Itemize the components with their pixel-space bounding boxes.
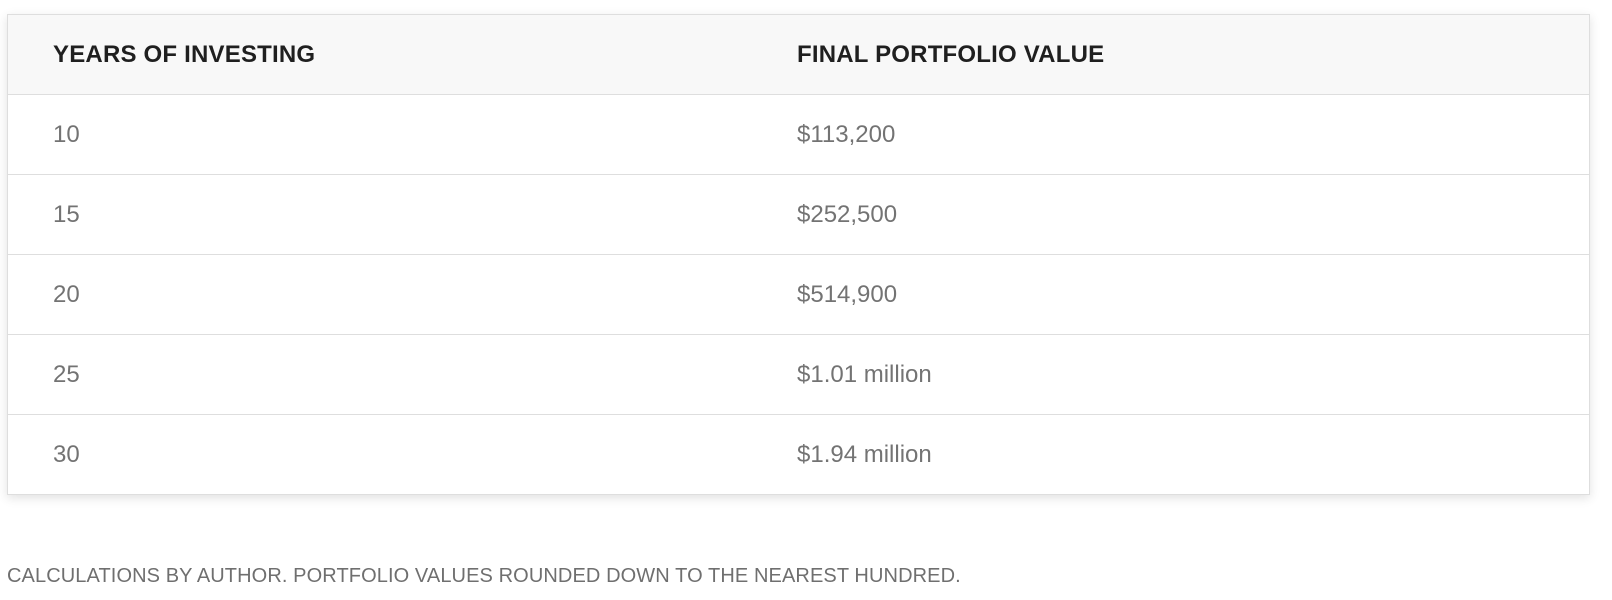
portfolio-value-cell: $514,900: [797, 280, 898, 308]
years-cell: 20: [53, 280, 80, 308]
table-header-row: YEARS OF INVESTING FINAL PORTFOLIO VALUE: [8, 15, 1589, 94]
table-row: 30 $1.94 million: [8, 414, 1589, 494]
table-row: 15 $252,500: [8, 174, 1589, 254]
table-row: 10 $113,200: [8, 94, 1589, 174]
portfolio-value-cell: $113,200: [797, 120, 896, 148]
portfolio-value-cell: $1.01 million: [797, 360, 932, 388]
header-final-portfolio-value: FINAL PORTFOLIO VALUE: [797, 40, 1105, 68]
table-row: 20 $514,900: [8, 254, 1589, 334]
years-cell: 15: [53, 200, 80, 228]
portfolio-value-cell: $1.94 million: [797, 440, 932, 468]
table-row: 25 $1.01 million: [8, 334, 1589, 414]
years-cell: 10: [53, 120, 80, 148]
years-cell: 25: [53, 360, 80, 388]
header-years-of-investing: YEARS OF INVESTING: [53, 40, 316, 68]
table-caption: CALCULATIONS BY AUTHOR. PORTFOLIO VALUES…: [7, 565, 961, 587]
years-cell: 30: [53, 440, 80, 468]
portfolio-value-cell: $252,500: [797, 200, 898, 228]
portfolio-table: YEARS OF INVESTING FINAL PORTFOLIO VALUE…: [7, 14, 1590, 495]
